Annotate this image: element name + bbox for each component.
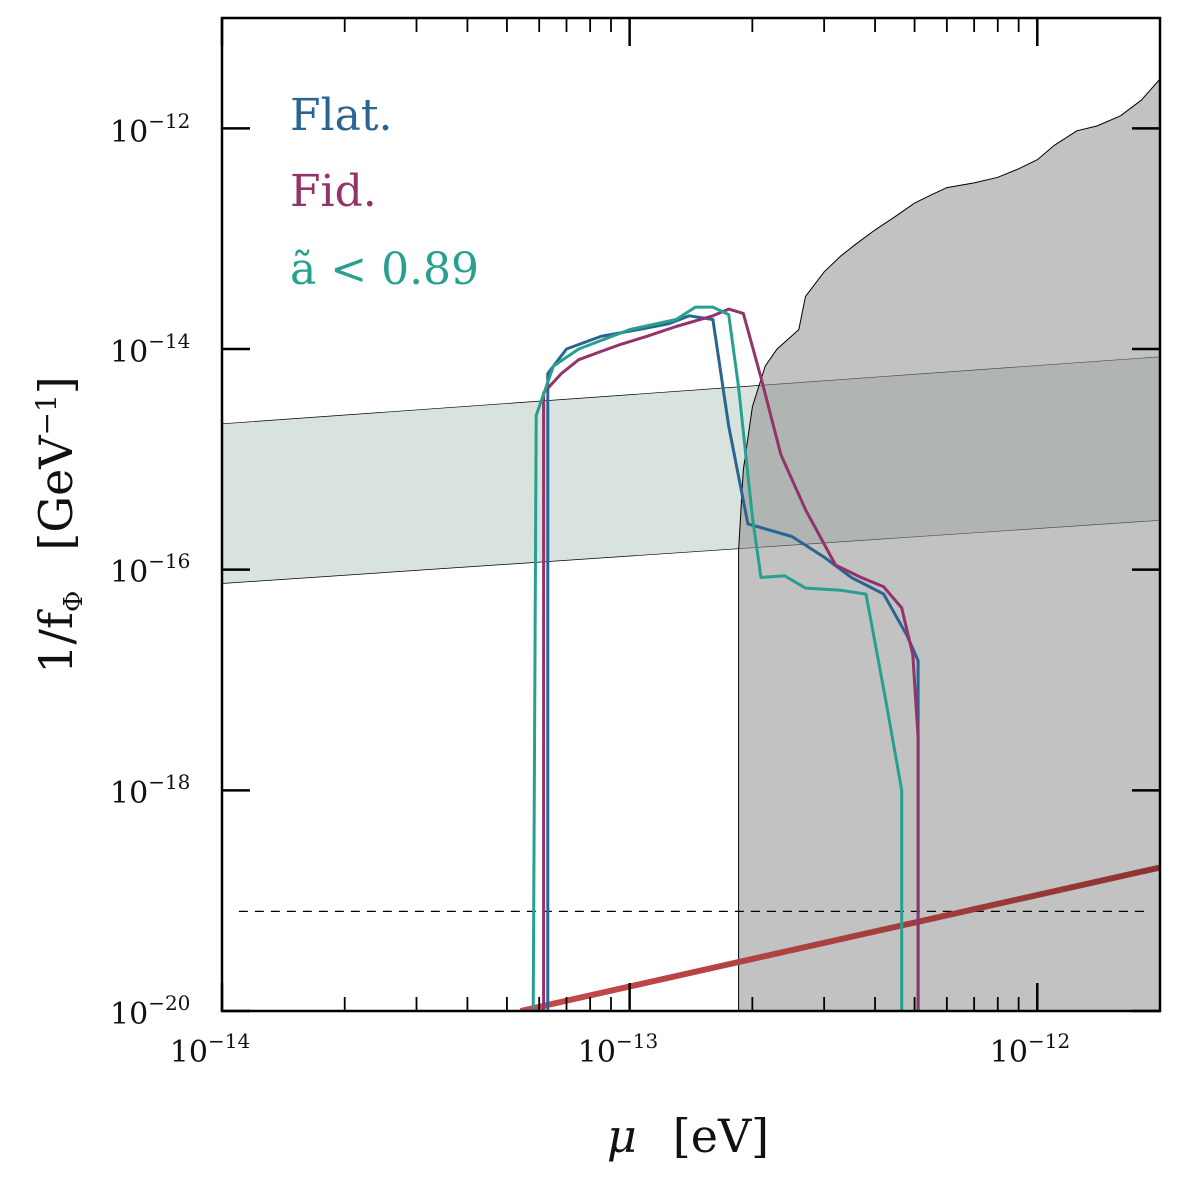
y-tick-label: 10−12: [110, 109, 190, 150]
plot-frame: [220, 16, 1162, 1013]
legend-label-fid: Fid.: [290, 166, 377, 217]
legend-label-flat: Flat.: [290, 90, 393, 141]
x-tick-label: 10−13: [578, 1029, 658, 1070]
y-axis-title: 1/fΦ[GeV−1]: [29, 376, 89, 674]
y-tick-label: 10−18: [110, 770, 190, 811]
series-line-flat: [546, 314, 920, 1011]
red-limit-line: [519, 864, 1160, 1011]
series-line-fid: [542, 307, 920, 1011]
x-axis-title: μ [eV]: [607, 1109, 769, 1163]
y-tick-label: 10−14: [110, 329, 190, 370]
legend: Flat. Fid. ã < 0.89: [290, 90, 479, 295]
x-tick-label: 10−14: [170, 1029, 250, 1070]
x-tick-label: 10−12: [990, 1029, 1070, 1070]
legend-label-spin-cut: ã < 0.89: [290, 244, 479, 295]
x-tick-labels: 10−14 10−13 10−12: [170, 1029, 1070, 1070]
y-tick-labels: 10−20 10−18 10−16 10−14 10−12: [110, 109, 190, 1032]
gray-excluded-region: [738, 78, 1160, 1011]
y-tick-label: 10−16: [110, 549, 190, 590]
y-tick-label: 10−20: [110, 991, 190, 1032]
series-line-spin-cut: [531, 305, 904, 1011]
